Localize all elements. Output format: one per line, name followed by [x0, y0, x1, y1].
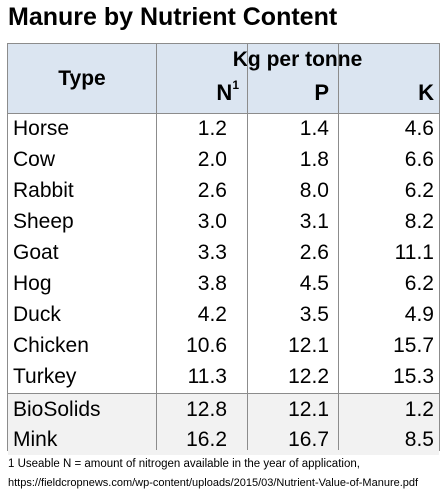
type-column-header: Type	[58, 66, 106, 90]
row-k-value: 8.2	[404, 210, 434, 233]
table-row: Turkey 11.3 12.2 15.3	[8, 361, 439, 392]
table-row: Chicken 10.6 12.1 15.7	[8, 330, 439, 361]
row-k-value: 15.3	[393, 365, 434, 388]
row-n-value: 11.3	[187, 365, 227, 388]
row-p-value: 12.2	[288, 365, 329, 388]
n-label: N	[216, 80, 233, 105]
row-p-value: 12.1	[288, 334, 329, 357]
unit-header: Kg per tonne	[232, 48, 363, 71]
row-p-value: 4.5	[299, 272, 329, 295]
row-k-value: 6.2	[404, 272, 434, 295]
row-n-value: 2.0	[197, 148, 227, 171]
row-n-value: 2.6	[197, 179, 227, 202]
row-type: Duck	[13, 303, 61, 326]
nutrient-table: Type Kg per tonne N1 P K Horse 1.2 1.4 4.6 C…	[7, 43, 440, 455]
row-type: Sheep	[13, 210, 74, 233]
column-divider	[247, 44, 248, 450]
row-n-value: 16.2	[186, 428, 227, 451]
row-k-value: 11.1	[394, 241, 434, 264]
n-footnote-marker: 1	[232, 77, 239, 92]
row-k-value: 4.6	[404, 117, 434, 140]
row-k-value: 8.5	[404, 428, 434, 451]
table-row: Rabbit 2.6 8.0 6.2	[8, 175, 439, 206]
row-n-value: 12.8	[186, 398, 227, 421]
source-link[interactable]: https://fieldcropnews.com/wp-content/upl…	[8, 477, 419, 489]
row-n-value: 3.0	[197, 210, 227, 233]
row-n-value: 3.3	[197, 241, 227, 264]
footnote: 1 Useable N = amount of nitrogen availab…	[8, 458, 360, 470]
column-divider	[156, 44, 157, 450]
row-p-value: 3.1	[299, 210, 329, 233]
row-type: Goat	[13, 241, 59, 264]
row-n-value: 10.6	[186, 334, 227, 357]
row-type: Turkey	[13, 365, 77, 388]
row-k-value: 6.2	[404, 179, 434, 202]
row-type: Hog	[13, 272, 52, 295]
table-row: Hog 3.8 4.5 6.2	[8, 268, 439, 299]
row-p-value: 2.6	[299, 241, 329, 264]
row-p-value: 1.8	[299, 148, 329, 171]
row-type: Cow	[13, 148, 56, 171]
row-type: Horse	[13, 117, 70, 140]
table-row: BioSolids 12.8 12.1 1.2	[8, 393, 439, 425]
row-n-value: 4.2	[197, 303, 227, 326]
page-title: Manure by Nutrient Content	[8, 3, 338, 31]
p-column-header: P	[314, 80, 329, 105]
n-column-header: N1	[156, 77, 239, 106]
table-row: Goat 3.3 2.6 11.1	[8, 237, 439, 268]
row-p-value: 1.4	[299, 117, 329, 140]
row-n-value: 1.2	[197, 117, 227, 140]
row-type: BioSolids	[13, 398, 101, 421]
row-type: Chicken	[13, 334, 89, 357]
row-p-value: 3.5	[299, 303, 329, 326]
row-k-value: 1.2	[404, 398, 434, 421]
row-p-value: 8.0	[299, 179, 329, 202]
row-k-value: 4.9	[404, 303, 434, 326]
k-column-header: K	[418, 80, 434, 105]
table-row: Horse 1.2 1.4 4.6	[8, 113, 439, 144]
row-type: Rabbit	[13, 179, 74, 202]
table-header: Type Kg per tonne N1 P K	[8, 44, 439, 114]
row-p-value: 12.1	[288, 398, 329, 421]
table-row: Sheep 3.0 3.1 8.2	[8, 206, 439, 237]
table-row: Cow 2.0 1.8 6.6	[8, 144, 439, 175]
row-p-value: 16.7	[288, 428, 329, 451]
table-row: Duck 4.2 3.5 4.9	[8, 299, 439, 330]
table-row: Mink 16.2 16.7 8.5	[8, 424, 439, 455]
column-divider	[338, 44, 339, 450]
row-k-value: 6.6	[404, 148, 434, 171]
row-k-value: 15.7	[393, 334, 434, 357]
row-type: Mink	[13, 428, 58, 451]
row-n-value: 3.8	[197, 272, 227, 295]
